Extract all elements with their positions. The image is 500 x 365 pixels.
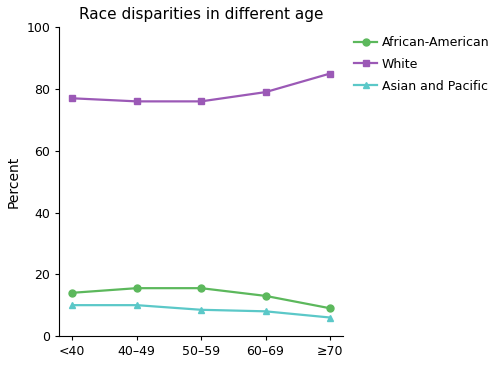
African-American: [70, 291, 75, 295]
Asian and Pacific: [70, 303, 75, 307]
African-American: [134, 286, 140, 291]
White: [134, 99, 140, 104]
Y-axis label: Percent: Percent: [7, 155, 21, 208]
White: [198, 99, 204, 104]
Asian and Pacific: [327, 315, 333, 320]
Line: African-American: African-American: [69, 285, 334, 312]
White: [327, 72, 333, 76]
African-American: [198, 286, 204, 291]
Legend: African-American, White, Asian and Pacific: African-American, White, Asian and Pacif…: [352, 34, 492, 95]
Line: White: White: [69, 70, 334, 105]
Line: Asian and Pacific: Asian and Pacific: [69, 302, 334, 321]
Asian and Pacific: [198, 308, 204, 312]
Asian and Pacific: [134, 303, 140, 307]
Title: Race disparities in different age: Race disparities in different age: [79, 7, 324, 22]
White: [70, 96, 75, 100]
African-American: [262, 294, 268, 298]
African-American: [327, 306, 333, 310]
Asian and Pacific: [262, 309, 268, 314]
White: [262, 90, 268, 94]
